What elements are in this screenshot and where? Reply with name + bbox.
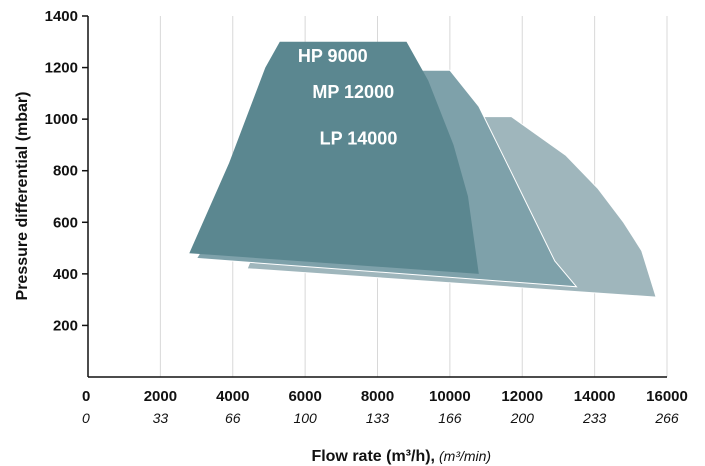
y-tick-label-2: 600: [53, 214, 78, 231]
x-secondary-tick-label-1: 33: [153, 410, 169, 426]
x-tick-label-5: 10000: [429, 388, 471, 405]
region-hp-9000: [189, 41, 479, 274]
region-labels: LP 14000 MP 12000 HP 9000: [298, 46, 397, 149]
x-secondary-tick-label-2: 66: [225, 410, 241, 426]
x-secondary-tick-label-8: 266: [654, 410, 679, 426]
region-label-hp-9000: HP 9000: [298, 46, 368, 66]
x-secondary-tick-label-3: 100: [293, 410, 317, 426]
x-tick-label-6: 12000: [501, 388, 543, 405]
y-tick-label-6: 1400: [45, 8, 78, 25]
y-tick-label-4: 1000: [45, 111, 78, 128]
x-secondary-tick-label-0: 0: [82, 410, 90, 426]
y-tick-label-1: 400: [53, 266, 78, 283]
x-secondary-tick-label-5: 166: [438, 410, 462, 426]
x-secondary-tick-label-6: 200: [510, 410, 535, 426]
x-tick-label-7: 14000: [574, 388, 616, 405]
x-axis-title: Flow rate (m³/h),: [311, 448, 435, 465]
x-tick-label-2: 4000: [216, 388, 249, 405]
x-secondary-tick-label-4: 133: [366, 410, 390, 426]
axes: [82, 15, 667, 378]
y-tick-label-5: 1200: [45, 60, 78, 77]
performance-regions: [189, 41, 657, 298]
y-tick-label-0: 200: [53, 317, 78, 334]
y-axis-title: Pressure differential (mbar): [14, 92, 31, 301]
x-axis-unit: (m³/min): [439, 448, 491, 464]
y-tick-label-3: 800: [53, 163, 78, 180]
x-secondary-tick-label-7: 233: [582, 410, 607, 426]
x-tick-label-0: 0: [82, 388, 90, 405]
x-tick-label-3: 6000: [288, 388, 321, 405]
region-label-mp-12000: MP 12000: [312, 82, 394, 102]
x-tick-label-8: 16000: [646, 388, 688, 405]
x-tick-label-1: 2000: [144, 388, 177, 405]
tick-labels: 2004006008001000120014000020003340006660…: [45, 8, 688, 426]
region-label-lp-14000: LP 14000: [320, 129, 398, 149]
x-tick-label-4: 8000: [361, 388, 394, 405]
